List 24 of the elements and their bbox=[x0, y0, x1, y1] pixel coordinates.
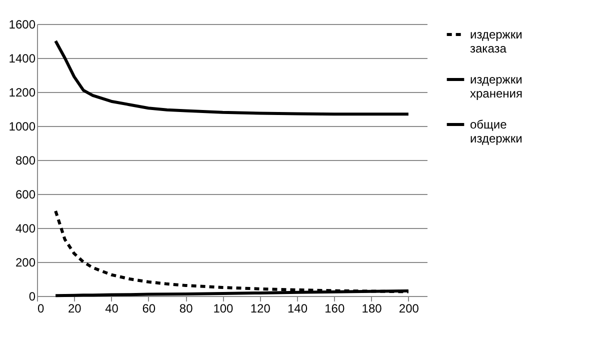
x-tick-label: 80 bbox=[179, 302, 194, 316]
x-tick-label: 40 bbox=[105, 302, 119, 316]
x-tick-label: 140 bbox=[287, 302, 308, 316]
x-tick-label: 60 bbox=[142, 302, 156, 316]
y-tick-label: 600 bbox=[15, 188, 36, 202]
x-tick-label: 200 bbox=[398, 302, 420, 316]
y-tick-label: 1600 bbox=[8, 18, 36, 32]
y-tick-label: 800 bbox=[15, 154, 36, 168]
y-tick-label: 400 bbox=[15, 222, 36, 236]
y-tick-label: 0 bbox=[28, 290, 36, 304]
x-tick-label: 160 bbox=[324, 302, 345, 316]
legend-label: общие издержки bbox=[470, 118, 522, 146]
y-tick-label: 1400 bbox=[8, 52, 36, 66]
x-tick-label: 0 bbox=[38, 302, 44, 316]
x-tick-label: 100 bbox=[213, 302, 234, 316]
y-tick-label: 1000 bbox=[8, 120, 36, 134]
legend-label: издержки заказа bbox=[470, 28, 522, 56]
line-series bbox=[54, 40, 410, 116]
x-tick-label: 180 bbox=[362, 302, 382, 316]
y-tick-label: 1200 bbox=[8, 86, 36, 100]
y-tick-label: 200 bbox=[15, 256, 36, 270]
x-tick-label: 120 bbox=[250, 302, 271, 316]
legend-label: издержки хранения bbox=[470, 72, 522, 100]
x-tick-label: 20 bbox=[68, 302, 82, 316]
